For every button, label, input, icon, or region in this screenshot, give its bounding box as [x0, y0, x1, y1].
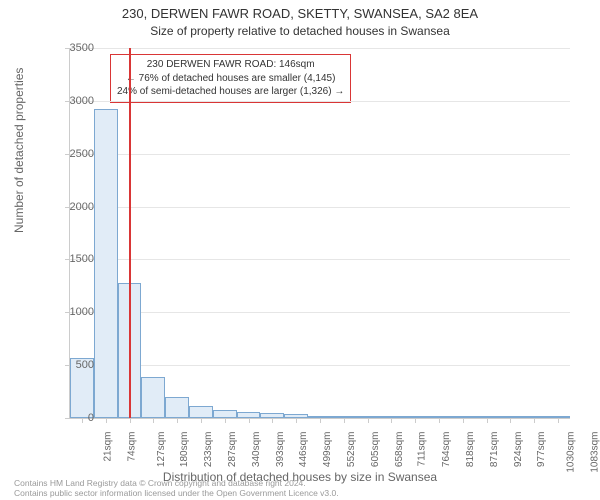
x-tick-label: 764sqm	[441, 432, 452, 468]
x-tick-label: 871sqm	[489, 432, 500, 468]
grid-line	[70, 207, 570, 208]
x-tick-label: 446sqm	[298, 432, 309, 468]
y-tick-label: 1500	[54, 253, 94, 265]
x-tick-label: 1030sqm	[566, 432, 577, 473]
footer-line1: Contains HM Land Registry data © Crown c…	[14, 478, 339, 488]
grid-line	[70, 154, 570, 155]
marker-line	[129, 48, 131, 418]
x-tick-mark	[177, 418, 178, 423]
histogram-bar	[165, 397, 189, 418]
x-tick-mark	[487, 418, 488, 423]
histogram-bar	[94, 109, 118, 418]
histogram-bar	[141, 377, 165, 418]
histogram-bar	[213, 410, 237, 418]
annotation-line2: ← 76% of detached houses are smaller (4,…	[117, 72, 344, 86]
x-tick-label: 233sqm	[203, 432, 214, 468]
x-tick-mark	[439, 418, 440, 423]
x-tick-mark	[368, 418, 369, 423]
x-tick-label: 287sqm	[227, 432, 238, 468]
x-tick-mark	[296, 418, 297, 423]
x-tick-label: 74sqm	[126, 432, 137, 462]
grid-line	[70, 101, 570, 102]
grid-line	[70, 312, 570, 313]
histogram-bar	[189, 406, 213, 418]
y-tick-label: 3500	[54, 42, 94, 54]
x-tick-label: 21sqm	[102, 432, 113, 462]
y-tick-label: 3000	[54, 95, 94, 107]
y-tick-label: 1000	[54, 306, 94, 318]
x-tick-label: 127sqm	[156, 432, 167, 468]
chart-container: 230, DERWEN FAWR ROAD, SKETTY, SWANSEA, …	[0, 0, 600, 500]
x-tick-mark	[272, 418, 273, 423]
x-tick-label: 180sqm	[179, 432, 190, 468]
x-tick-label: 605sqm	[370, 432, 381, 468]
y-tick-label: 500	[54, 359, 94, 371]
x-tick-mark	[510, 418, 511, 423]
footer-note: Contains HM Land Registry data © Crown c…	[14, 478, 339, 498]
x-tick-mark	[201, 418, 202, 423]
x-tick-mark	[249, 418, 250, 423]
x-tick-label: 924sqm	[513, 432, 524, 468]
x-tick-label: 977sqm	[537, 432, 548, 468]
y-tick-label: 2500	[54, 148, 94, 160]
y-axis-title: Number of detached properties	[12, 68, 26, 233]
chart-title-main: 230, DERWEN FAWR ROAD, SKETTY, SWANSEA, …	[0, 6, 600, 21]
chart-title-sub: Size of property relative to detached ho…	[0, 24, 600, 38]
x-tick-label: 499sqm	[322, 432, 333, 468]
x-tick-label: 393sqm	[275, 432, 286, 468]
x-tick-mark	[415, 418, 416, 423]
annotation-line1: 230 DERWEN FAWR ROAD: 146sqm	[117, 58, 344, 72]
x-tick-label: 818sqm	[465, 432, 476, 468]
x-tick-mark	[391, 418, 392, 423]
x-tick-label: 658sqm	[394, 432, 405, 468]
x-tick-mark	[153, 418, 154, 423]
x-tick-mark	[558, 418, 559, 423]
annotation-line3: 24% of semi-detached houses are larger (…	[117, 85, 344, 99]
x-tick-label: 1083sqm	[590, 432, 600, 473]
x-tick-mark	[463, 418, 464, 423]
grid-line	[70, 365, 570, 366]
x-tick-mark	[225, 418, 226, 423]
x-tick-label: 711sqm	[417, 432, 428, 467]
plot-area: 230 DERWEN FAWR ROAD: 146sqm ← 76% of de…	[70, 48, 570, 418]
grid-line	[70, 48, 570, 49]
x-tick-mark	[534, 418, 535, 423]
x-tick-mark	[320, 418, 321, 423]
x-tick-mark	[106, 418, 107, 423]
x-tick-mark	[130, 418, 131, 423]
grid-line	[70, 259, 570, 260]
x-tick-label: 340sqm	[251, 432, 262, 468]
y-tick-label: 2000	[54, 201, 94, 213]
x-tick-label: 552sqm	[346, 432, 357, 468]
annotation-box: 230 DERWEN FAWR ROAD: 146sqm ← 76% of de…	[110, 54, 351, 103]
y-tick-label: 0	[54, 412, 94, 424]
footer-line2: Contains public sector information licen…	[14, 488, 339, 498]
x-tick-mark	[344, 418, 345, 423]
